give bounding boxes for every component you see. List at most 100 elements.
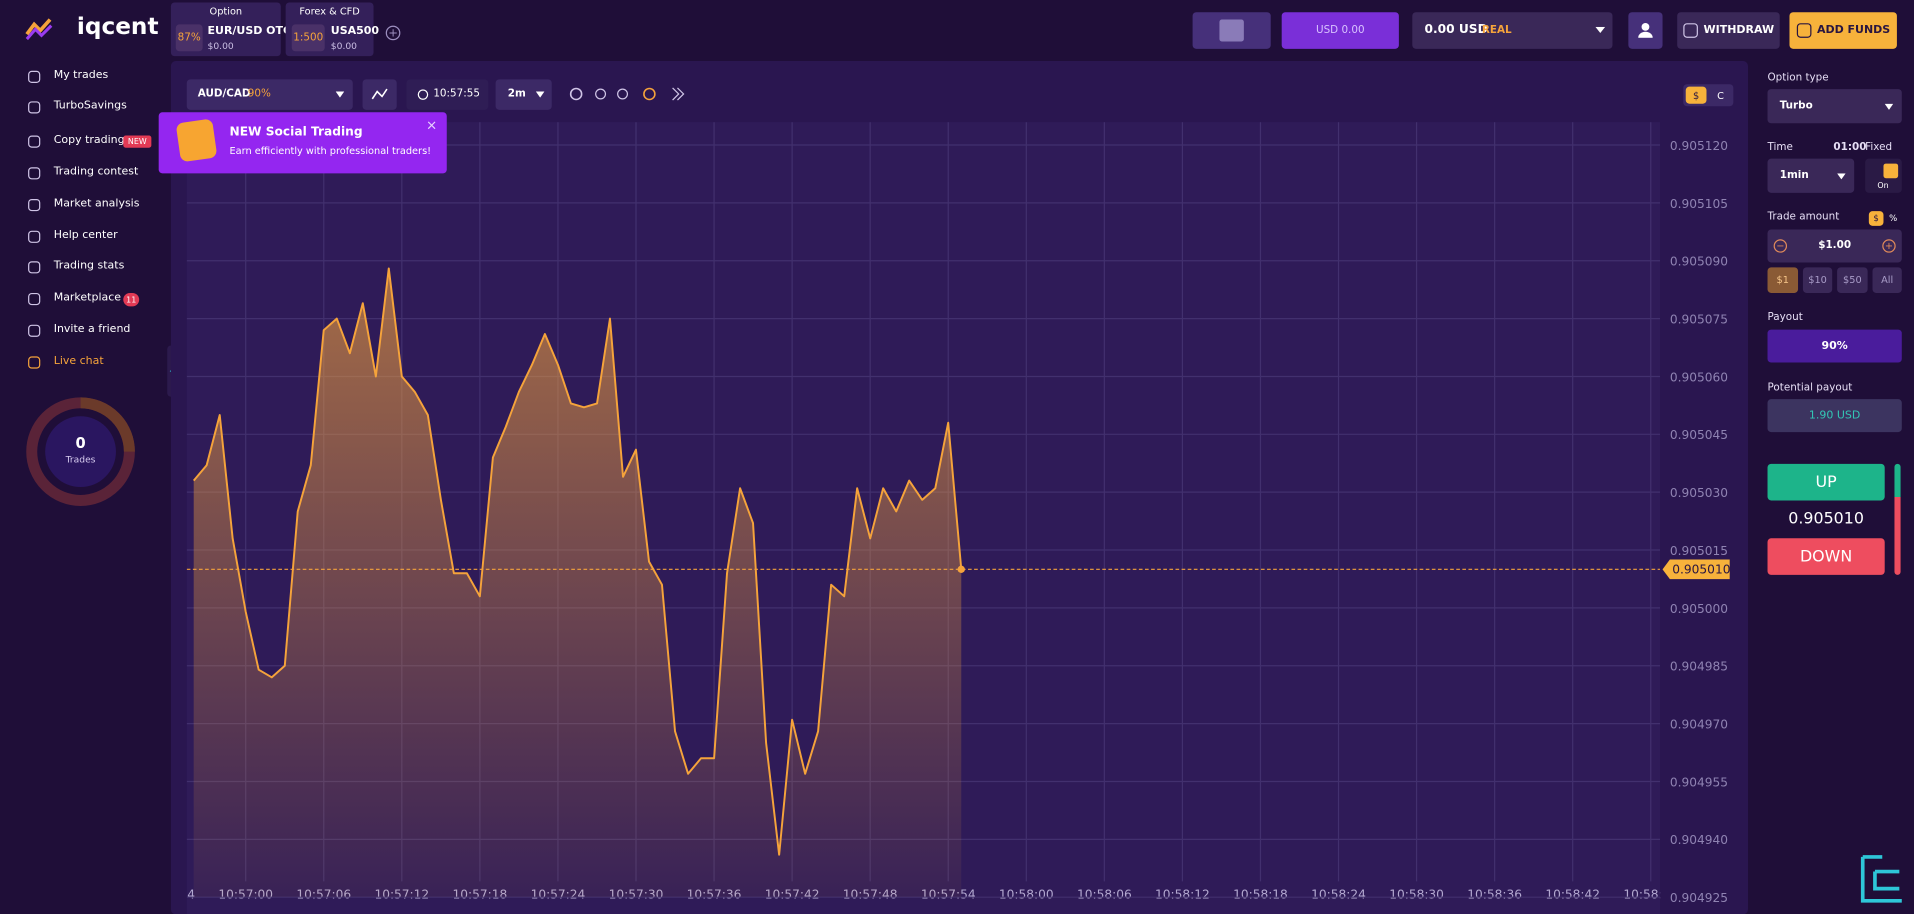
watermark xyxy=(1860,855,1902,903)
gift-button[interactable] xyxy=(1192,12,1271,49)
menu-item[interactable]: Live chat xyxy=(24,354,158,371)
asset-selector[interactable]: AUD/CAD 90% xyxy=(186,79,353,110)
menu-icon xyxy=(28,261,41,274)
y-tick-label: 0.905030 xyxy=(1670,486,1728,500)
add-funds-label: ADD FUNDS xyxy=(1816,24,1891,37)
menu-item[interactable]: Market analysis xyxy=(24,197,158,214)
settings-icon[interactable] xyxy=(569,87,583,101)
y-tick-label: 0.904970 xyxy=(1670,717,1728,731)
logo-text: iqcent xyxy=(76,13,159,41)
menu-label: Trading stats xyxy=(53,260,125,273)
caret xyxy=(535,91,545,98)
quick-amount[interactable]: All xyxy=(1872,267,1902,293)
menu-item[interactable]: Marketplace xyxy=(24,291,158,308)
asset-payout: 90% xyxy=(247,87,271,101)
option-type-select[interactable]: Turbo xyxy=(1767,89,1902,124)
increase[interactable]: + xyxy=(1882,239,1896,253)
menu-item[interactable]: Trading stats xyxy=(24,259,158,276)
menu-item[interactable]: Invite a friend xyxy=(24,322,158,339)
tab-label: Forex & CFD xyxy=(299,6,360,18)
promo-title: NEW Social Trading xyxy=(229,125,363,140)
close-button[interactable]: × xyxy=(426,117,438,134)
amount-mode[interactable]: $ xyxy=(1868,211,1884,226)
profile-button[interactable] xyxy=(1628,12,1663,49)
forward-icon[interactable] xyxy=(672,87,685,101)
fixed-toggle[interactable]: On xyxy=(1865,158,1902,193)
option-type-label: Option type xyxy=(1767,72,1829,85)
x-tick-label: 10:58:12 xyxy=(1155,887,1210,901)
withdraw-icon xyxy=(1682,23,1698,38)
down-button[interactable]: DOWN xyxy=(1767,538,1885,575)
currency-option[interactable]: C xyxy=(1717,89,1724,101)
currency-toggle[interactable]: $ C xyxy=(1683,84,1734,107)
y-tick-label: 0.905105 xyxy=(1670,197,1728,211)
chart-tools xyxy=(569,87,685,101)
timeframe-selector[interactable]: 2m xyxy=(495,79,552,110)
decrease[interactable]: − xyxy=(1773,239,1788,253)
duration-select[interactable]: 1min xyxy=(1767,158,1855,193)
menu-item[interactable]: TurboSavings xyxy=(24,99,158,116)
new-badge: NEW xyxy=(123,135,152,148)
clock-icon xyxy=(417,89,429,100)
tab[interactable]: Forex & CFD 1:500 USA500 $0.00 xyxy=(285,2,379,57)
gift-icon xyxy=(1219,19,1244,42)
zoom-out-icon[interactable] xyxy=(595,88,607,100)
account-type: REAL xyxy=(1481,24,1512,37)
menu-label: Invite a friend xyxy=(53,323,131,336)
x-tick-label: 10:58:42 xyxy=(1545,887,1600,901)
x-tick-label: 10:58:36 xyxy=(1467,887,1522,901)
time-label: Time xyxy=(1767,141,1793,154)
quick-amount[interactable]: $50 xyxy=(1837,267,1868,293)
x-tick-label: 10:58:24 xyxy=(1311,887,1366,901)
menu-icon xyxy=(28,198,41,212)
menu-label: My trades xyxy=(53,69,109,82)
tab-amount: $0.00 xyxy=(330,40,358,52)
area-fill xyxy=(193,268,962,898)
quick-amount[interactable]: $10 xyxy=(1802,267,1833,293)
menu-label: Market analysis xyxy=(53,197,140,210)
chart-type-icon xyxy=(371,88,388,100)
chart: 10:56:5410:57:0010:57:0610:57:1210:57:18… xyxy=(186,122,1730,914)
menu-item[interactable]: Copy trading xyxy=(24,133,158,150)
menu-icon xyxy=(28,356,41,369)
promo-icon xyxy=(175,118,218,163)
add-tab[interactable]: + xyxy=(385,25,401,41)
caret xyxy=(1837,173,1846,180)
balance-selector[interactable]: 0.00 USD REAL xyxy=(1412,12,1613,49)
quick-amount[interactable]: $1 xyxy=(1767,267,1799,293)
tab[interactable]: Option 87% EUR/USD OTC $0.00 xyxy=(170,2,291,57)
donut-center xyxy=(45,416,116,488)
menu-icon xyxy=(28,135,41,148)
menu-icon xyxy=(28,324,41,337)
donut-arc xyxy=(80,397,135,452)
y-tick-label: 0.904925 xyxy=(1670,891,1728,905)
price-tag-label: 0.905010 xyxy=(1672,563,1730,577)
payout-label: Payout xyxy=(1767,311,1803,324)
menu-item[interactable]: Trading contest xyxy=(24,165,158,182)
trades-label: Trades xyxy=(65,456,96,466)
menu-label: TurboSavings xyxy=(53,100,127,113)
chart-type-button[interactable] xyxy=(362,79,397,110)
currency-option[interactable]: $ xyxy=(1685,86,1707,104)
up-button[interactable]: UP xyxy=(1767,463,1885,501)
menu-icon xyxy=(28,101,41,114)
menu-item[interactable]: My trades xyxy=(24,68,158,85)
y-tick-label: 0.904955 xyxy=(1670,775,1728,789)
withdraw-label: WITHDRAW xyxy=(1703,24,1775,37)
zoom-in-icon[interactable] xyxy=(617,88,629,100)
amount-input[interactable]: − $1.00 + xyxy=(1767,229,1902,263)
target-icon[interactable] xyxy=(643,87,656,101)
timeframe: 2m xyxy=(507,87,526,101)
add-funds-button[interactable]: ADD FUNDS xyxy=(1789,12,1897,49)
tab-asset: USA500 xyxy=(330,25,380,38)
count-badge: 11 xyxy=(123,292,140,307)
y-tick-label: 0.904985 xyxy=(1670,660,1728,674)
menu-item[interactable]: Help center xyxy=(24,228,158,245)
tab-badge: 87% xyxy=(175,24,203,52)
asset: AUD/CAD xyxy=(197,87,251,101)
amount-mode[interactable]: % xyxy=(1889,213,1898,224)
bonus-balance[interactable]: USD 0.00 xyxy=(1281,12,1399,49)
withdraw-button[interactable]: WITHDRAW xyxy=(1677,12,1780,49)
y-tick-label: 0.905075 xyxy=(1670,312,1728,326)
